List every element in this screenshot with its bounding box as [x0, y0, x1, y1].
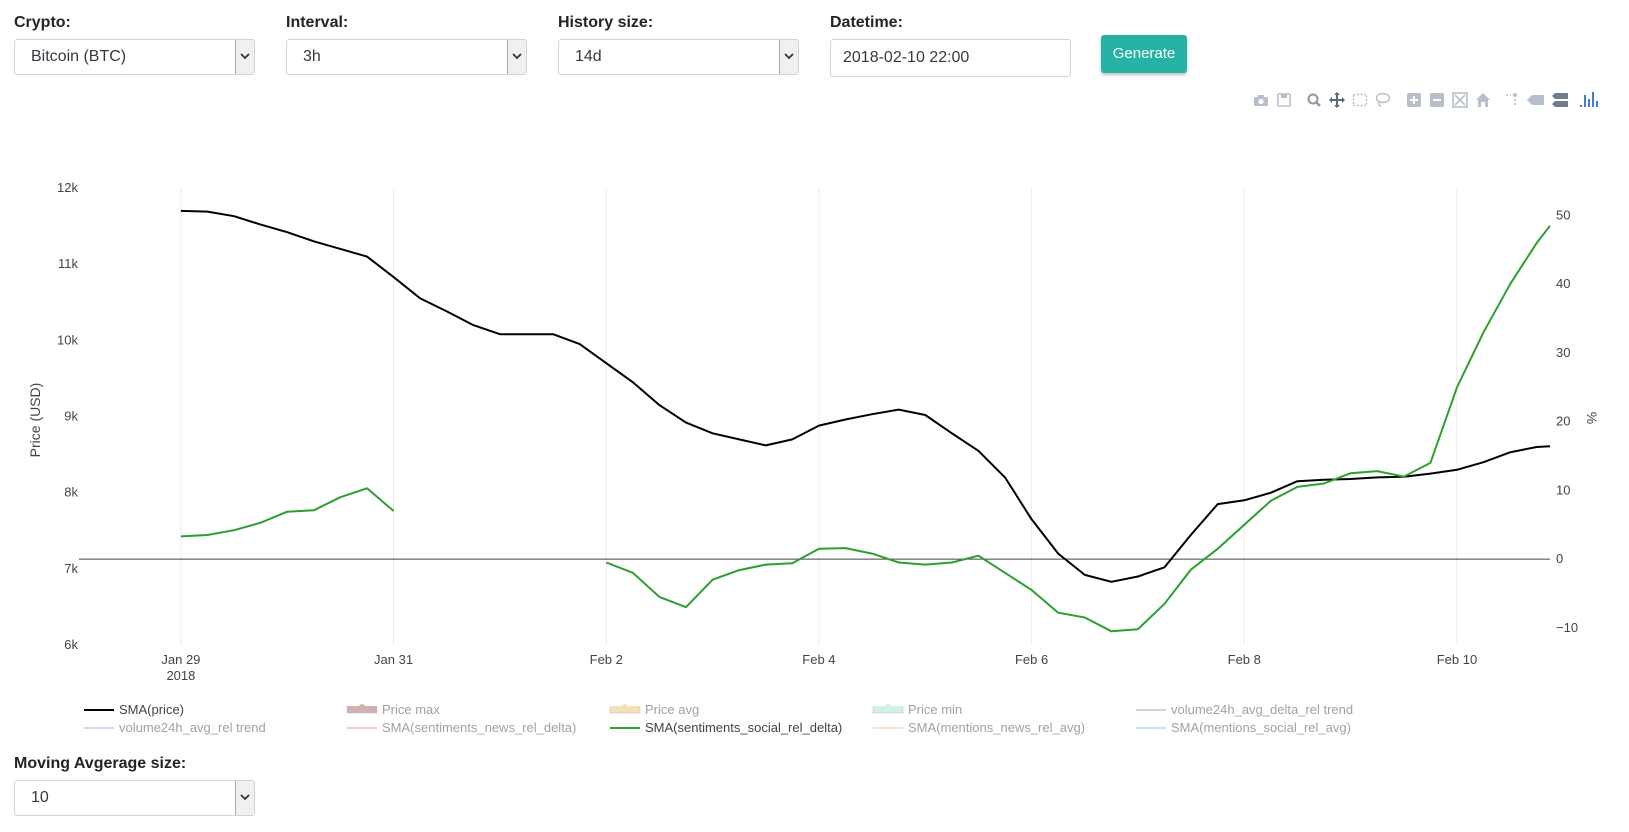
legend-marker [359, 704, 365, 710]
x-tick-label: Jan 31 [374, 652, 413, 667]
legend-label: Price min [908, 702, 962, 717]
legend-item[interactable]: Price avg [609, 702, 699, 717]
legend-label: SMA(sentiments_social_rel_delta) [645, 720, 842, 735]
pan-icon[interactable] [1328, 91, 1346, 109]
generate-button[interactable]: Generate [1101, 35, 1187, 73]
history-size-select[interactable]: 14d [558, 39, 799, 75]
interval-label: Interval: [286, 14, 349, 31]
x-tick-label: Feb 10 [1437, 652, 1477, 667]
legend-item[interactable]: SMA(sentiments_news_rel_delta) [347, 720, 576, 735]
x-tick-label: Feb 8 [1228, 652, 1261, 667]
moving-average-select[interactable]: 10 [14, 780, 255, 816]
y2-tick-label: 30 [1556, 345, 1570, 360]
legend-item[interactable]: volume24h_avg_delta_rel trend [1136, 702, 1353, 717]
legend-label: volume24h_avg_rel trend [119, 720, 266, 735]
legend-item[interactable]: SMA(mentions_social_rel_avg) [1136, 720, 1351, 735]
chart-legend: SMA(price) Price max Price avg Price min vol… [84, 702, 1353, 735]
legend-label: Price avg [645, 702, 699, 717]
chart-gridlines [180, 188, 1458, 645]
box-select-icon[interactable] [1351, 91, 1369, 109]
series-line-sma-sentiments-social-segment-1[interactable] [605, 225, 1551, 633]
datetime-label: Datetime: [830, 14, 903, 31]
legend-label: Price max [382, 702, 440, 717]
legend-item[interactable]: Price min [872, 702, 962, 717]
save-icon[interactable] [1275, 91, 1293, 109]
history-size-select-value: 14d [575, 48, 602, 65]
y2-tick-label: −10 [1556, 620, 1578, 635]
autoscale-icon[interactable] [1451, 91, 1469, 109]
y-tick-label: 11k [58, 256, 78, 271]
chevron-down-icon[interactable] [235, 781, 254, 815]
y-tick-label: 12k [57, 180, 78, 195]
legend-label: volume24h_avg_delta_rel trend [1171, 702, 1353, 717]
x-tick-label: Feb 2 [590, 652, 623, 667]
legend-item[interactable]: SMA(mentions_news_rel_avg) [873, 720, 1085, 735]
series-line-sma-price[interactable] [180, 209, 1551, 583]
y2-tick-label: 50 [1556, 207, 1570, 222]
plotly-logo-icon[interactable] [1579, 91, 1598, 109]
y2-axis-ticks: −10 0 10 20 30 40 50 [1556, 207, 1578, 634]
y-tick-label: 7k [64, 561, 78, 576]
y2-axis-title: % [1584, 412, 1600, 424]
legend-marker [885, 704, 891, 710]
zoom-in-icon[interactable] [1405, 91, 1423, 109]
y-axis-ticks: 6k 7k 8k 9k 10k 11k 12k [57, 180, 78, 652]
y-tick-label: 10k [57, 332, 78, 347]
legend-item[interactable]: volume24h_avg_rel trend [84, 720, 266, 735]
chevron-down-icon[interactable] [779, 40, 798, 74]
y2-tick-label: 10 [1556, 482, 1570, 497]
legend-marker [622, 704, 628, 710]
chart-series [180, 209, 1551, 633]
datetime-input[interactable] [830, 39, 1071, 77]
y-tick-label: 8k [64, 485, 78, 500]
crypto-select-value: Bitcoin (BTC) [31, 48, 127, 65]
crypto-select[interactable]: Bitcoin (BTC) [14, 39, 255, 75]
price-sentiment-chart[interactable]: 6k 7k 8k 9k 10k 11k 12k −10 0 10 20 30 40 50 Jan 292… [0, 150, 1629, 740]
legend-label: SMA(mentions_social_rel_avg) [1171, 720, 1351, 735]
y-tick-label: 6k [64, 637, 78, 652]
y2-tick-label: 20 [1556, 414, 1570, 429]
chevron-down-icon[interactable] [507, 40, 526, 74]
legend-label: SMA(price) [119, 702, 184, 717]
hover-compare-icon[interactable] [1550, 91, 1568, 109]
zoom-icon[interactable] [1305, 91, 1323, 109]
crypto-label: Crypto: [14, 14, 71, 31]
camera-icon[interactable] [1252, 91, 1270, 109]
x-tick-label: Feb 4 [802, 652, 835, 667]
interval-select-value: 3h [303, 48, 321, 65]
legend-item[interactable]: SMA(sentiments_social_rel_delta) [610, 720, 842, 735]
y-axis-title: Price (USD) [27, 383, 43, 458]
hover-closest-icon[interactable] [1525, 91, 1544, 109]
legend-item[interactable]: Price max [346, 702, 440, 717]
y-tick-label: 9k [64, 409, 78, 424]
legend-item[interactable]: SMA(price) [84, 702, 184, 717]
x-tick-sublabel: 2018 [166, 668, 195, 683]
legend-label: SMA(sentiments_news_rel_delta) [382, 720, 576, 735]
lasso-icon[interactable] [1374, 91, 1392, 109]
chevron-down-icon[interactable] [235, 40, 254, 74]
legend-label: SMA(mentions_news_rel_avg) [908, 720, 1085, 735]
x-tick-label: Feb 6 [1015, 652, 1048, 667]
series-line-sma-sentiments-social-segment-0[interactable] [180, 487, 395, 538]
y2-tick-label: 0 [1556, 551, 1563, 566]
x-tick-label: Jan 29 [161, 652, 200, 667]
reset-axes-icon[interactable] [1474, 91, 1492, 109]
zoom-out-icon[interactable] [1428, 91, 1446, 109]
y2-tick-label: 40 [1556, 276, 1570, 291]
moving-average-label: Moving Avgerage size: [14, 755, 187, 772]
moving-average-select-value: 10 [31, 789, 49, 806]
history-size-label: History size: [558, 14, 654, 31]
spike-lines-icon[interactable] [1502, 91, 1520, 109]
interval-select[interactable]: 3h [286, 39, 527, 75]
